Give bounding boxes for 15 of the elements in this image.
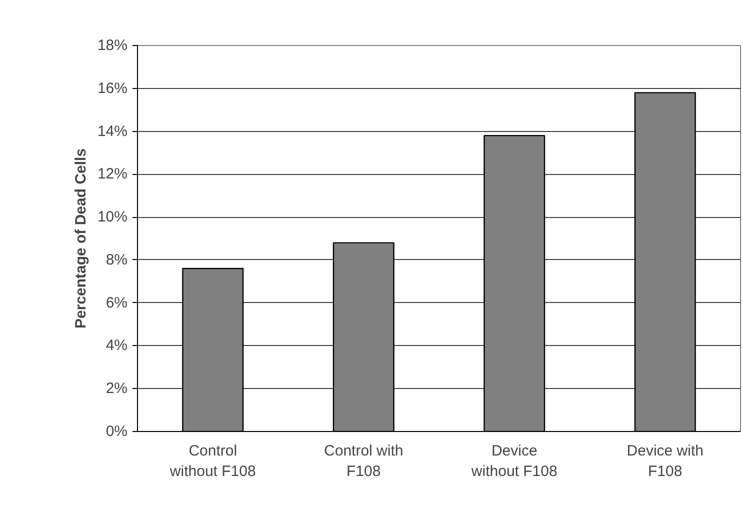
y-tick-label: 16% bbox=[97, 80, 128, 97]
y-tick-label: 2% bbox=[106, 380, 128, 398]
x-tick-label: Control without F108 bbox=[168, 442, 256, 480]
x-tick-label: Device without F108 bbox=[470, 442, 558, 480]
y-tick-label: 10% bbox=[97, 208, 128, 226]
y-tick-label: 8% bbox=[106, 251, 128, 268]
y-tick-label: 18% bbox=[97, 37, 128, 54]
x-tick-label: Control with F108 bbox=[324, 442, 404, 480]
x-tick-label: Device with F108 bbox=[626, 442, 704, 480]
y-tick-label: 4% bbox=[106, 337, 128, 354]
y-tick-label: 14% bbox=[97, 122, 128, 140]
y-tick-label: 12% bbox=[97, 166, 128, 183]
y-tick-label: 0% bbox=[106, 423, 128, 440]
y-axis-title: Percentage of Dead Cells bbox=[72, 148, 90, 329]
y-tick-label: 6% bbox=[106, 294, 128, 312]
